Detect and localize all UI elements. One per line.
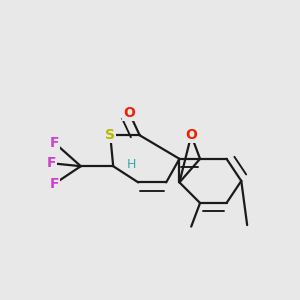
Text: H: H	[126, 158, 136, 171]
Text: F: F	[50, 136, 59, 150]
Text: O: O	[124, 106, 135, 120]
Text: F: F	[50, 177, 59, 191]
Text: F: F	[46, 156, 56, 170]
Text: O: O	[185, 128, 197, 142]
Text: S: S	[105, 128, 115, 142]
